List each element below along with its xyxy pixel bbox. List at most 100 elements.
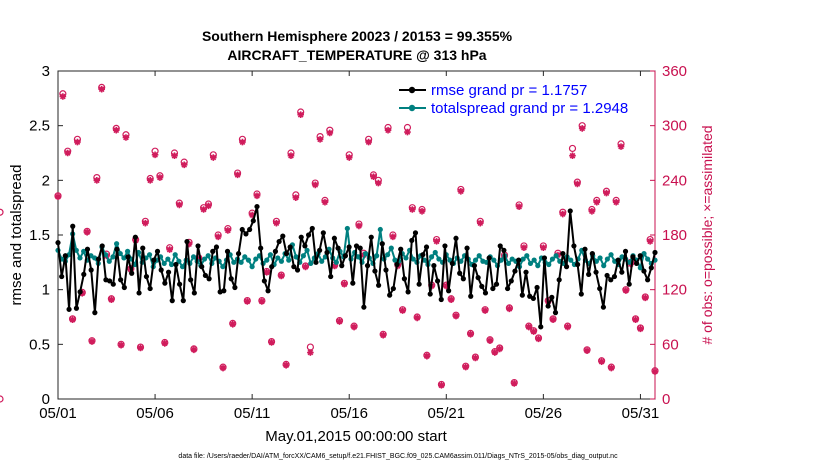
legend: rmse grand pr = 1.1757 totalspread grand… <box>399 82 628 117</box>
obs-assimilated-point <box>161 340 169 347</box>
totalspread-point <box>264 257 270 263</box>
totalspread-point <box>476 253 482 259</box>
x-axis: 05/01 05/06 05/11 05/16 05/21 05/26 05/31 <box>39 71 659 422</box>
x-tick-label: 05/21 <box>428 405 466 422</box>
obs-assimilated-point <box>307 349 314 356</box>
totalspread-point <box>220 264 226 270</box>
totalspread-point <box>77 255 83 261</box>
rmse-point <box>261 278 267 284</box>
x-tick-label: 05/11 <box>234 405 270 422</box>
rmse-point <box>556 277 562 283</box>
rmse-point <box>519 292 525 298</box>
totalspread-point <box>124 248 131 254</box>
rmse-point <box>243 231 249 237</box>
left-tick-label: 0 <box>42 391 50 408</box>
right-y-axis: 0 60 120 180 240 300 360 <box>650 63 687 408</box>
obs-assimilated-point <box>326 129 334 137</box>
rmse-point <box>633 260 640 267</box>
obs-assimilated-point <box>370 173 377 180</box>
rmse-point <box>361 304 367 310</box>
totalspread-point <box>527 260 534 267</box>
rmse-point <box>589 250 595 257</box>
obs-assimilated-point <box>282 361 290 369</box>
obs-assimilated-point <box>190 346 198 354</box>
obs-assimilated-point <box>355 222 363 230</box>
obs-assimilated-point <box>74 138 81 146</box>
rmse-point <box>95 256 102 262</box>
rmse-point <box>523 269 529 275</box>
obs-assimilated-point <box>239 138 246 146</box>
totalspread-point <box>626 259 632 265</box>
rmse-point <box>88 267 94 273</box>
rmse-point <box>169 298 175 304</box>
rmse-point <box>431 263 437 269</box>
obs-assimilated-point <box>205 202 212 210</box>
totalspread-point <box>308 260 314 267</box>
obs-assimilated-point <box>564 323 571 331</box>
obs-assimilated-point <box>462 363 470 371</box>
left-tick-label: 0.5 <box>29 336 50 353</box>
totalspread-point <box>524 253 530 259</box>
rmse-point <box>132 234 138 240</box>
rmse-point <box>298 234 304 240</box>
rmse-point <box>622 248 629 254</box>
rmse-point <box>180 298 186 304</box>
obs-assimilated-point <box>540 244 547 252</box>
obs-assimilated-point <box>108 296 115 303</box>
x-tick-label: 05/31 <box>622 405 660 422</box>
obs-assimilated-point <box>98 85 105 93</box>
rmse-point <box>250 218 256 224</box>
obs-assimilated-point <box>341 280 348 288</box>
rmse-point <box>272 248 279 254</box>
totalspread-point <box>231 259 237 265</box>
obs-assimilated-series <box>55 86 659 389</box>
rmse-point <box>560 250 566 257</box>
rmse-point <box>265 288 271 294</box>
rmse-point <box>464 245 470 251</box>
totalspread-point <box>597 255 603 261</box>
rmse-point <box>247 226 253 233</box>
rmse-point <box>376 282 382 288</box>
right-tick-label: 300 <box>662 118 687 135</box>
rmse-point <box>213 244 220 250</box>
rmse-point <box>420 252 426 258</box>
legend-rmse-label: rmse grand pr = 1.1757 <box>431 82 587 99</box>
rmse-point <box>545 303 551 309</box>
rmse-point <box>641 268 647 274</box>
obs-assimilated-point <box>243 298 251 305</box>
rmse-point <box>350 280 356 286</box>
rmse-point <box>387 292 393 298</box>
totalspread-point <box>304 247 310 253</box>
footnote: data file: /Users/raeder/DAI/ATM_forcXX/… <box>178 453 618 460</box>
obs-assimilated-point <box>520 244 528 252</box>
rmse-point <box>328 273 334 280</box>
obs-assimilated-point <box>214 233 222 241</box>
totalspread-point <box>114 241 120 247</box>
obs-assimilated-point <box>593 198 601 206</box>
rmse-point <box>626 281 632 287</box>
obs-assimilated-point <box>481 307 489 314</box>
rmse-point <box>199 264 205 270</box>
obs-assimilated-point <box>185 240 193 248</box>
totalspread-point <box>491 257 497 263</box>
obs-assimilated-point <box>268 339 275 346</box>
obs-assimilated-point <box>151 151 159 159</box>
obs-assimilated-point <box>622 287 630 294</box>
totalspread-point <box>568 257 574 263</box>
rmse-point <box>177 281 183 287</box>
rmse-point <box>409 237 415 244</box>
totalspread-point <box>377 226 383 233</box>
totalspread-point <box>300 253 306 259</box>
obs-assimilated-point <box>253 192 261 200</box>
obs-assimilated-point <box>122 134 130 141</box>
rmse-point <box>504 285 511 292</box>
obs-assimilated-point <box>578 125 586 132</box>
obs-assimilated-point <box>506 305 513 313</box>
rmse-point <box>162 280 168 286</box>
rmse-point <box>106 278 113 284</box>
rmse-point <box>446 288 452 294</box>
totalspread-point <box>205 253 211 259</box>
rmse-point <box>66 306 72 312</box>
rmse-point <box>305 232 312 238</box>
legend-spread-marker <box>408 104 416 112</box>
